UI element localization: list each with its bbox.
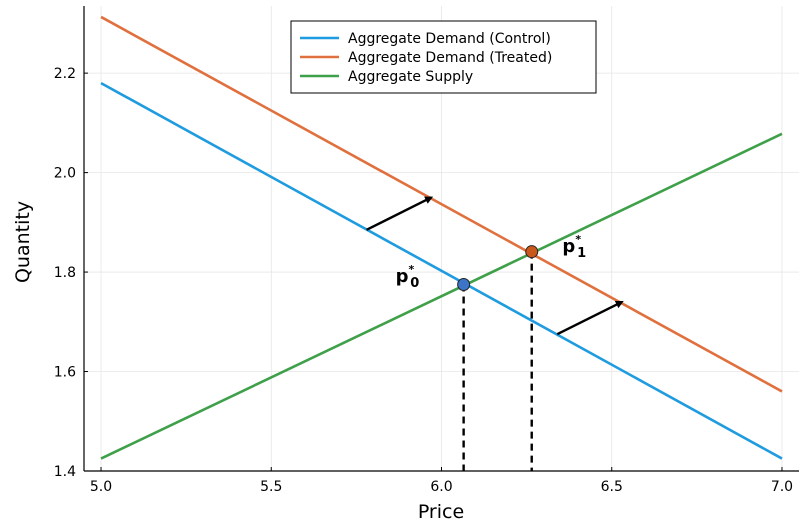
- equilibrium-points: [457, 245, 539, 292]
- x-tick-label: 6.0: [430, 479, 452, 495]
- y-axis-title: Quantity: [12, 201, 34, 283]
- tick-labels: 5.0 5.5 6.0 6.5 7.0 1.4 1.6 1.8 2.0 2.2: [54, 66, 793, 495]
- legend-label: Aggregate Demand (Treated): [348, 50, 552, 66]
- x-tick-label: 5.5: [260, 479, 282, 495]
- y-tick-label: 2.0: [54, 166, 76, 182]
- legend-label: Aggregate Demand (Control): [348, 31, 551, 47]
- x-tick-label: 5.0: [90, 479, 112, 495]
- series-lines: [100, 15, 783, 460]
- equilibrium-point: [525, 245, 539, 259]
- series-line: [100, 15, 783, 393]
- shift-arrow: [556, 300, 624, 336]
- y-tick-label: 2.2: [54, 66, 76, 82]
- equilibrium-labels: p* 0 p* 1: [396, 233, 587, 291]
- legend: Aggregate Demand (Control) Aggregate Dema…: [290, 20, 597, 94]
- equilibrium-label: p* 1: [562, 233, 586, 261]
- x-tick-label: 7.0: [771, 479, 793, 495]
- axes: [83, 6, 799, 472]
- x-axis-title: Price: [418, 501, 464, 523]
- x-tick-label: 6.5: [601, 479, 623, 495]
- shift-arrows: [366, 196, 624, 336]
- equilibrium-point: [457, 278, 471, 292]
- y-tick-label: 1.6: [54, 365, 76, 381]
- y-tick-label: 1.4: [54, 464, 76, 480]
- legend-label: Aggregate Supply: [348, 69, 473, 85]
- y-tick-label: 1.8: [54, 265, 76, 281]
- shift-arrow: [366, 196, 434, 231]
- series-line: [100, 132, 783, 460]
- equilibrium-label: p* 0: [396, 263, 420, 291]
- legend-box: [290, 20, 597, 94]
- equilibrium-guides: [462, 251, 533, 471]
- series-line: [100, 81, 783, 460]
